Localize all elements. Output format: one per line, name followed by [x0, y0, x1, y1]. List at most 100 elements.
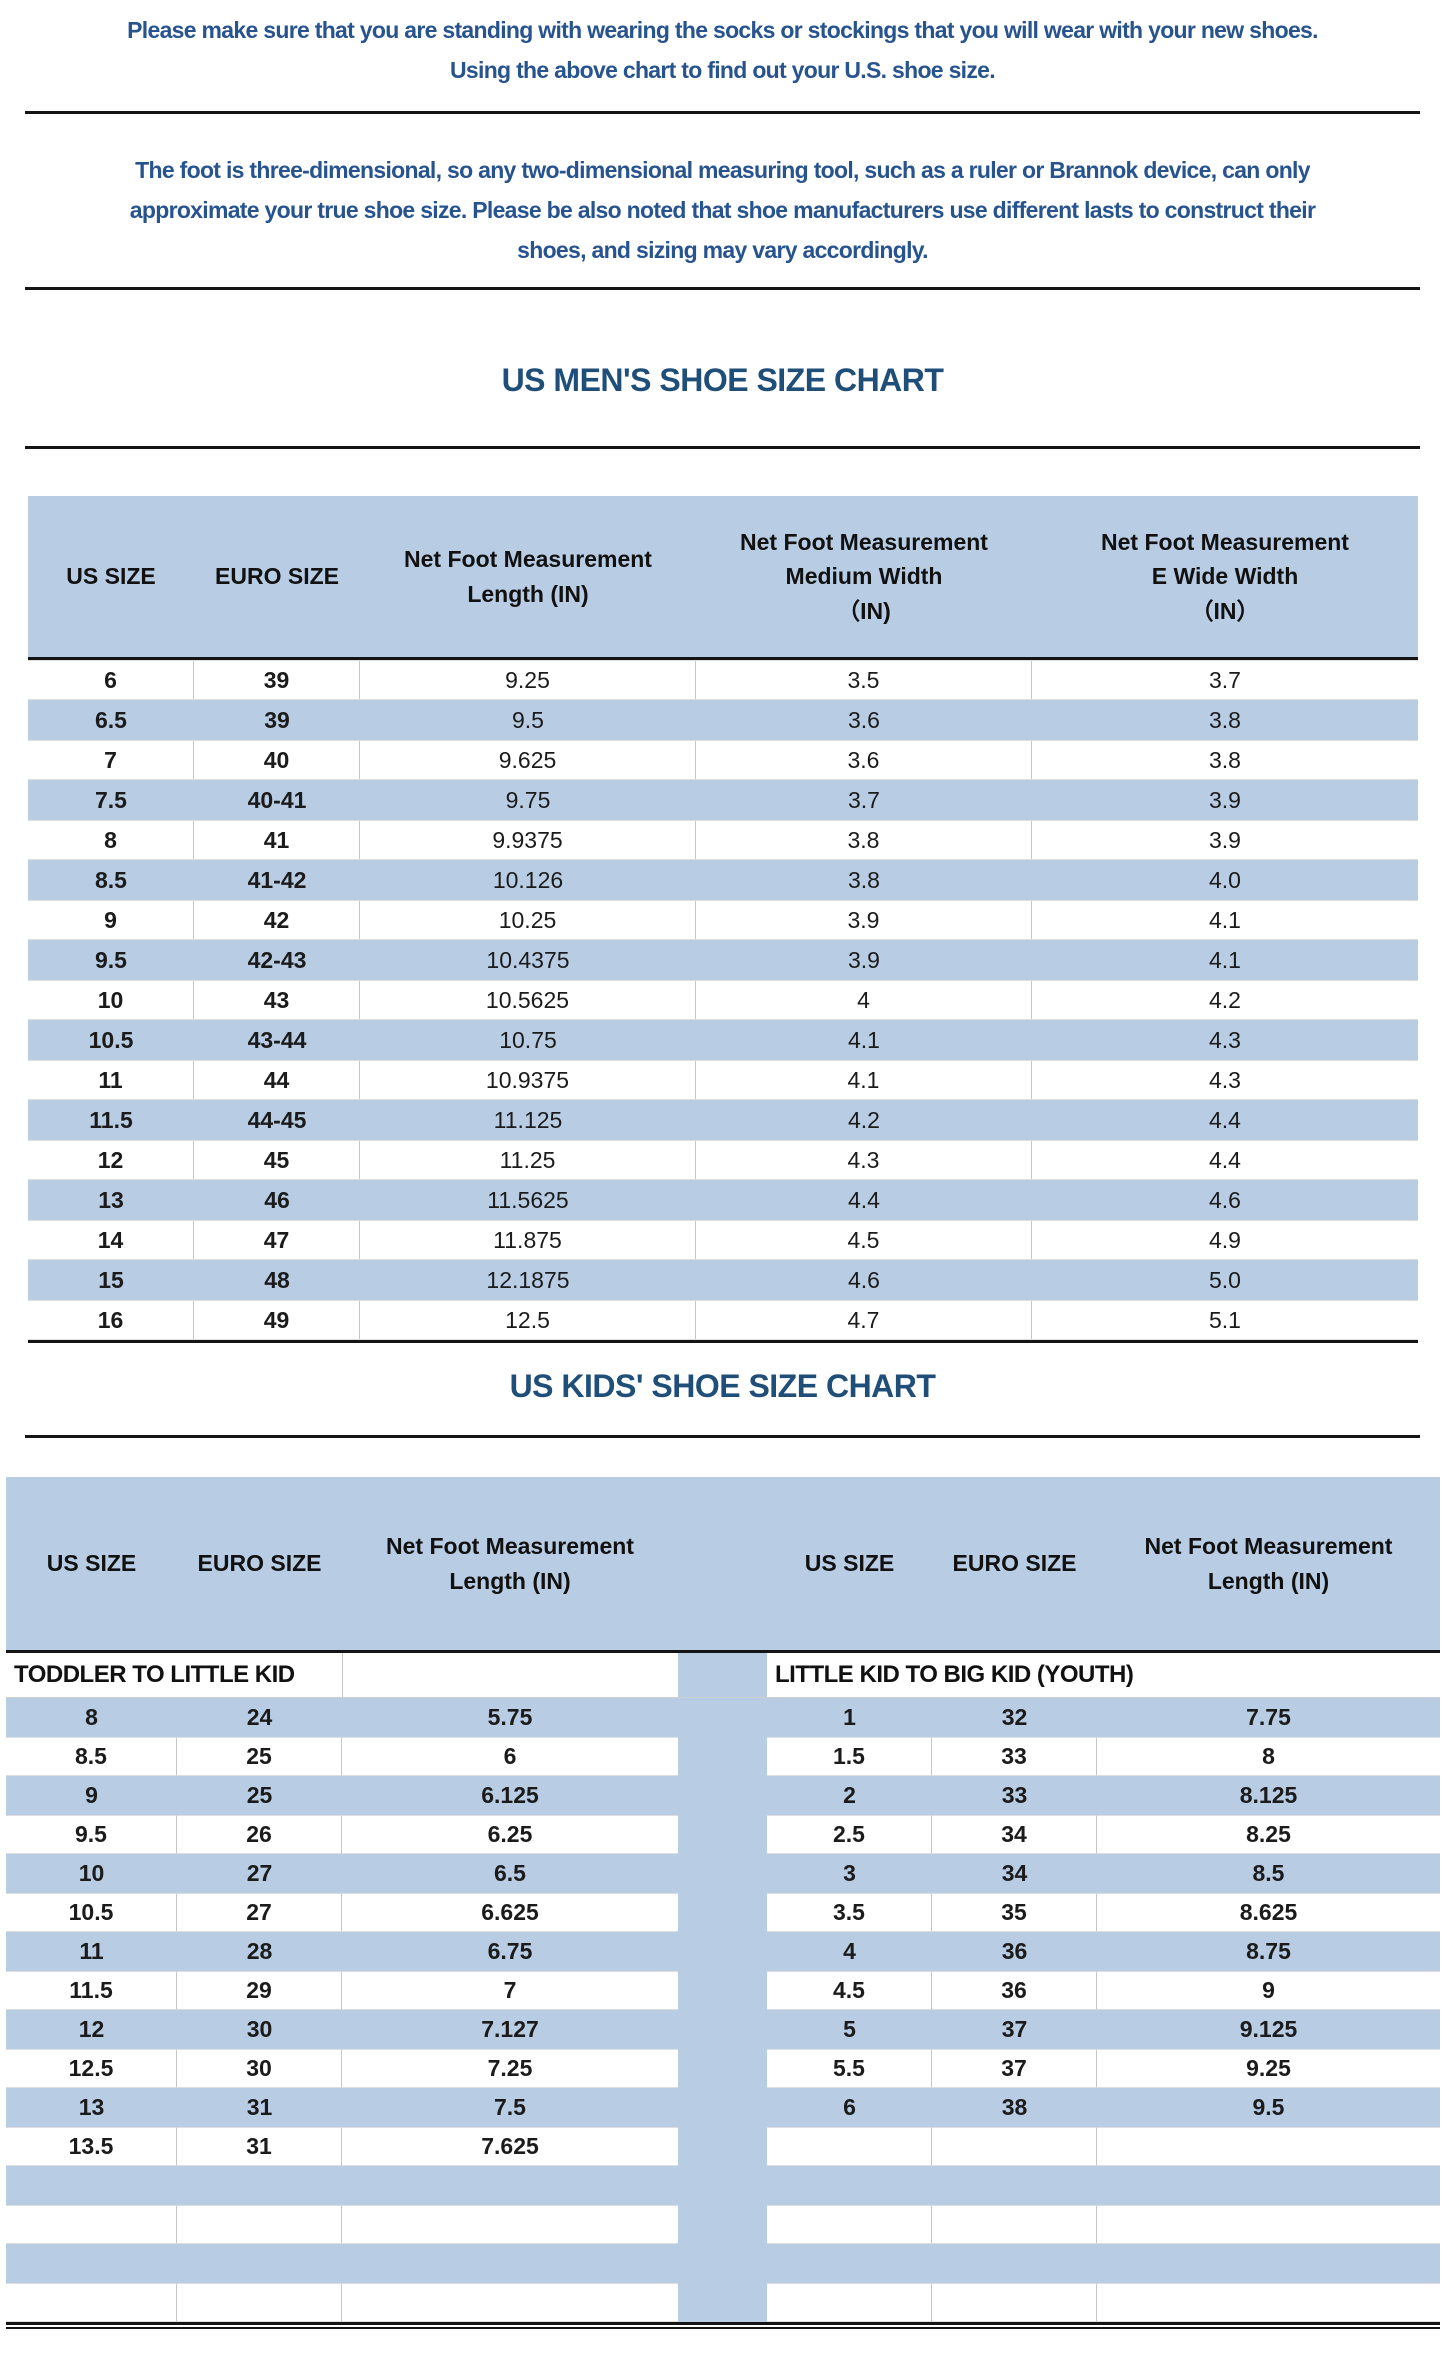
- table-cell: 9.5: [95, 946, 127, 973]
- table-cell: 4.4: [1209, 1146, 1241, 1173]
- table-cell: 3.5: [696, 661, 1032, 699]
- table-cell: 44-45: [247, 1106, 307, 1133]
- table-gap-strip: [678, 2127, 767, 2166]
- table-cell: [1097, 2205, 1440, 2244]
- divider: [25, 1435, 1420, 1438]
- table-cell: 42: [194, 901, 360, 939]
- table-cell: 6: [28, 661, 194, 699]
- table-cell: 4.3: [1209, 1066, 1241, 1093]
- table-cell: [1097, 2127, 1440, 2166]
- note-line-2: approximate your true shoe size. Please …: [129, 197, 1316, 223]
- table-cell: 8.5: [95, 866, 127, 893]
- table-cell: 4.6: [1209, 1186, 1241, 1213]
- table-cell: 26: [177, 1815, 342, 1854]
- kids-table-row: 9.5 26 6.25 2.5 34 8.25: [6, 1815, 1440, 1854]
- table-cell: 10.126: [492, 866, 564, 893]
- table-cell: 36: [932, 1932, 1097, 1971]
- table-cell: 3.8: [1209, 706, 1241, 733]
- table-cell: 6.25: [342, 1815, 678, 1854]
- table-cell: 48: [264, 1266, 290, 1293]
- table-cell: 4.4: [848, 1186, 880, 1213]
- table-gap-strip: [678, 1815, 767, 1854]
- table-cell: 2: [767, 1776, 932, 1815]
- table-cell: 9: [28, 901, 194, 939]
- table-cell: 31: [177, 2127, 342, 2166]
- mens-header-us-size: US SIZE: [66, 563, 156, 590]
- table-cell: [932, 2166, 1097, 2205]
- mens-table-row: 8.5 41-42 10.126 3.8 4.0: [28, 860, 1418, 900]
- mens-size-table: US SIZE EURO SIZE Net Foot Measurement L…: [28, 496, 1418, 1343]
- table-cell: 4: [767, 1932, 932, 1971]
- table-cell: 8.75: [1097, 1932, 1440, 1971]
- table-cell: 40: [194, 741, 360, 779]
- table-cell: 9.25: [360, 661, 696, 699]
- table-cell: 37: [932, 2049, 1097, 2088]
- table-bottom-rule: [28, 1340, 1418, 1343]
- kids-table-row: [6, 2205, 1440, 2244]
- table-cell: 10.5625: [360, 981, 696, 1019]
- kids-table-header: US SIZE EURO SIZE Net Foot Measurement L…: [6, 1477, 1440, 1650]
- kids-header-us-size-right: US SIZE: [804, 1550, 895, 1577]
- table-cell: 4.1: [1209, 906, 1241, 933]
- table-cell: 6: [342, 1737, 678, 1776]
- table-cell: 35: [932, 1893, 1097, 1932]
- table-cell: 31: [177, 2088, 342, 2127]
- table-cell: 9.25: [1097, 2049, 1440, 2088]
- table-cell: 9: [1097, 1971, 1440, 2010]
- table-cell: 12: [28, 1141, 194, 1179]
- table-cell: 4.1: [696, 1061, 1032, 1099]
- table-cell: 4.5: [767, 1971, 932, 2010]
- table-cell: 8.25: [1097, 1815, 1440, 1854]
- table-cell: 10: [28, 981, 194, 1019]
- mens-table-row: 16 49 12.5 4.7 5.1: [28, 1300, 1418, 1340]
- kids-header-euro-size-right: EURO SIZE: [952, 1550, 1077, 1577]
- table-cell: 10.5: [88, 1026, 134, 1053]
- table-cell: 7.75: [1097, 1698, 1440, 1737]
- table-gap-strip: [678, 1737, 767, 1776]
- table-cell: 47: [194, 1221, 360, 1259]
- kids-header-gap: [678, 1477, 767, 1650]
- table-cell: [342, 2283, 678, 2322]
- table-cell: 9.125: [1097, 2010, 1440, 2049]
- table-cell: 7.5: [95, 786, 127, 813]
- table-cell: 49: [194, 1301, 360, 1339]
- table-cell: 11.25: [360, 1141, 696, 1179]
- table-cell: 45: [194, 1141, 360, 1179]
- table-gap-strip: [678, 2010, 767, 2049]
- table-cell: 8: [6, 1698, 177, 1737]
- table-gap-strip: [678, 2244, 767, 2283]
- table-gap-strip: [678, 2049, 767, 2088]
- table-cell: 4.3: [1209, 1026, 1241, 1053]
- divider: [25, 111, 1420, 114]
- table-cell: [932, 2283, 1097, 2322]
- table-cell: 8.625: [1097, 1893, 1440, 1932]
- table-cell: [932, 2244, 1097, 2283]
- table-cell: 43-44: [247, 1026, 307, 1053]
- table-cell: 39: [194, 661, 360, 699]
- table-cell: 11.875: [360, 1221, 696, 1259]
- table-cell: [6, 2166, 177, 2205]
- kids-table-row: 12 30 7.127 5 37 9.125: [6, 2010, 1440, 2049]
- table-cell: 4.1: [848, 1026, 880, 1053]
- table-cell: 7.5: [342, 2088, 678, 2127]
- table-gap-strip: [678, 1854, 767, 1893]
- header-bottom-rule: [28, 657, 1418, 660]
- table-cell: 1: [767, 1698, 932, 1737]
- intro-line-1: Please make sure that you are standing w…: [127, 17, 1318, 43]
- kids-table-body: 8 24 5.75 1 32 7.75 8.5 25 6 1.5 33 8 9 25 6.125 2 33 8.1…: [6, 1698, 1440, 2322]
- table-cell: 39: [264, 706, 290, 733]
- intro-line-2: Using the above chart to find out your U…: [450, 57, 996, 83]
- table-cell: [767, 2283, 932, 2322]
- table-cell: 4.7: [696, 1301, 1032, 1339]
- table-cell: 38: [932, 2088, 1097, 2127]
- kids-table-row: [6, 2244, 1440, 2283]
- kids-header-us-size-left: US SIZE: [46, 1550, 137, 1577]
- table-cell: [342, 2244, 678, 2283]
- table-cell: 8: [1097, 1737, 1440, 1776]
- mens-table-row: 7 40 9.625 3.6 3.8: [28, 740, 1418, 780]
- mens-table-row: 11.5 44-45 11.125 4.2 4.4: [28, 1100, 1418, 1140]
- table-cell: 9.5: [1097, 2088, 1440, 2127]
- kids-table-row: 8.5 25 6 1.5 33 8: [6, 1737, 1440, 1776]
- table-cell: 16: [28, 1301, 194, 1339]
- divider: [25, 287, 1420, 290]
